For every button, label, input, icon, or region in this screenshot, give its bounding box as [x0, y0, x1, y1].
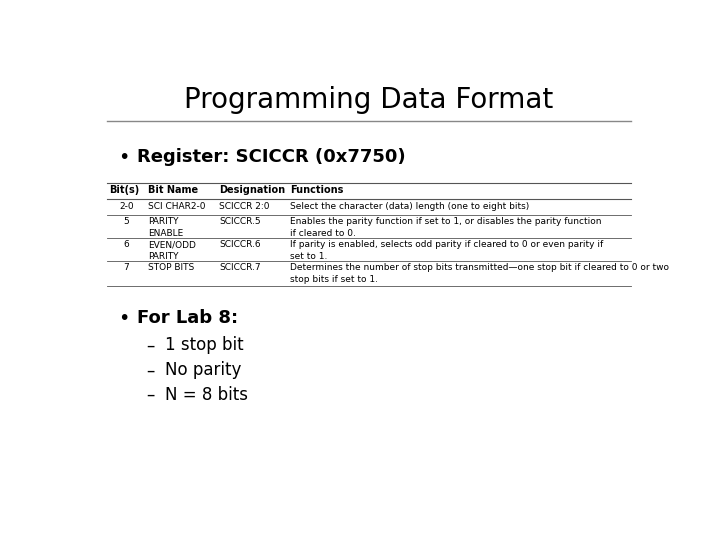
Text: If parity is enabled, selects odd parity if cleared to 0 or even parity if
set t: If parity is enabled, selects odd parity…: [290, 240, 603, 261]
Text: Bit(s): Bit(s): [109, 185, 139, 195]
Text: 1 stop bit: 1 stop bit: [166, 336, 244, 354]
Text: 5: 5: [124, 218, 130, 226]
Text: •: •: [118, 148, 130, 167]
Text: STOP BITS: STOP BITS: [148, 263, 194, 272]
Text: No parity: No parity: [166, 361, 242, 379]
Text: SCI CHAR2-0: SCI CHAR2-0: [148, 201, 206, 211]
Text: 7: 7: [124, 263, 130, 272]
Text: Determines the number of stop bits transmitted—one stop bit if cleared to 0 or t: Determines the number of stop bits trans…: [290, 263, 669, 284]
Text: 2-0: 2-0: [119, 201, 134, 211]
Text: Select the character (data) length (one to eight bits): Select the character (data) length (one …: [290, 201, 529, 211]
Text: SCICCR.6: SCICCR.6: [219, 240, 261, 249]
Text: Functions: Functions: [290, 185, 343, 195]
Text: Designation: Designation: [219, 185, 285, 195]
Text: –: –: [145, 361, 154, 379]
Text: Enables the parity function if set to 1, or disables the parity function
if clea: Enables the parity function if set to 1,…: [290, 218, 601, 238]
Text: Register: SCICCR (0x7750): Register: SCICCR (0x7750): [138, 148, 406, 166]
Text: For Lab 8:: For Lab 8:: [138, 309, 238, 327]
Text: Programming Data Format: Programming Data Format: [184, 85, 554, 113]
Text: N = 8 bits: N = 8 bits: [166, 386, 248, 404]
Text: PARITY
ENABLE: PARITY ENABLE: [148, 218, 184, 238]
Text: SCICCR 2:0: SCICCR 2:0: [219, 201, 269, 211]
Text: –: –: [145, 386, 154, 404]
Text: 6: 6: [124, 240, 130, 249]
Text: SCICCR.7: SCICCR.7: [219, 263, 261, 272]
Text: SCICCR.5: SCICCR.5: [219, 218, 261, 226]
Text: –: –: [145, 336, 154, 354]
Text: •: •: [118, 309, 130, 328]
Text: EVEN/ODD
PARITY: EVEN/ODD PARITY: [148, 240, 196, 261]
Text: Bit Name: Bit Name: [148, 185, 199, 195]
